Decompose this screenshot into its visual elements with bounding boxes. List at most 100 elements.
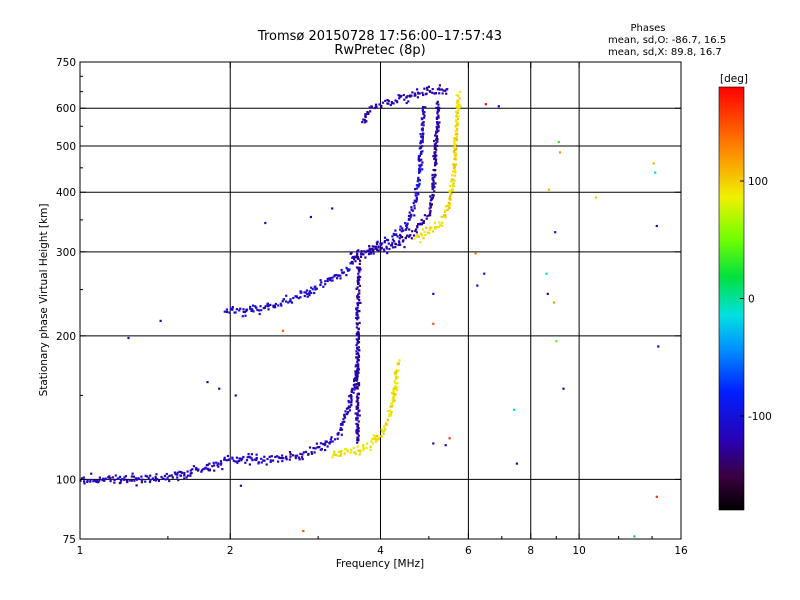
trace-point: [453, 166, 456, 169]
trace-point: [348, 395, 351, 398]
trace-point: [107, 476, 110, 479]
trace-point: [294, 457, 297, 460]
trace-point: [292, 454, 295, 457]
trace-point: [311, 288, 314, 291]
y-tick-label: 100: [56, 474, 76, 486]
trace-point: [345, 266, 348, 269]
trace-point: [280, 304, 283, 307]
trace-point: [448, 191, 452, 194]
trace-point: [294, 454, 297, 457]
trace-point: [389, 413, 392, 416]
trace-point: [328, 442, 331, 445]
trace-point: [289, 453, 292, 456]
trace-point: [399, 233, 402, 237]
trace-point: [354, 316, 358, 319]
trace-point: [231, 308, 234, 311]
trace-point: [231, 457, 234, 460]
trace-point: [348, 409, 351, 412]
trace-point: [171, 476, 174, 479]
trace-point: [331, 279, 334, 282]
trace-point: [386, 252, 389, 255]
trace-point: [314, 447, 317, 450]
trace-point: [189, 469, 192, 472]
trace-point: [374, 247, 377, 250]
trace-point: [404, 222, 407, 225]
trace-point: [423, 114, 426, 117]
trace-point: [391, 238, 395, 241]
scatter-point: [655, 224, 658, 228]
trace-point: [343, 413, 346, 416]
trace-point: [456, 99, 459, 102]
trace-point: [314, 285, 317, 288]
trace-point: [355, 307, 358, 310]
trace-point: [340, 423, 343, 426]
trace-point: [396, 235, 399, 238]
trace-point: [443, 210, 447, 213]
trace-point: [421, 128, 424, 131]
trace-point: [235, 460, 239, 463]
trace-point: [379, 242, 382, 245]
trace-point: [305, 289, 309, 292]
trace-point: [347, 407, 350, 410]
trace-point: [330, 279, 333, 282]
trace-point: [299, 290, 302, 293]
trace-point: [354, 370, 357, 373]
trace-point: [356, 441, 359, 444]
trace-point: [455, 124, 458, 127]
x-tick-label: 6: [465, 545, 472, 557]
trace-point: [339, 454, 342, 457]
trace-point: [381, 101, 385, 104]
trace-point: [422, 220, 425, 223]
trace-point: [367, 112, 370, 115]
trace-point: [356, 432, 359, 435]
trace-point: [428, 228, 431, 232]
trace-point: [134, 477, 137, 480]
trace-point: [422, 237, 425, 240]
trace-point: [449, 189, 452, 192]
trace-point: [377, 437, 380, 440]
trace-point: [281, 454, 284, 457]
trace-point: [440, 88, 444, 91]
trace-point: [433, 157, 436, 161]
trace-point: [345, 274, 348, 277]
trace-point: [444, 89, 447, 92]
trace-point: [356, 346, 359, 349]
trace-point: [201, 469, 204, 472]
trace-point: [279, 302, 282, 305]
trace-point: [422, 221, 425, 224]
trace-point: [455, 119, 458, 122]
trace-point: [371, 245, 374, 248]
trace-point: [397, 243, 400, 247]
trace-point: [89, 480, 92, 483]
trace-point: [255, 458, 258, 462]
trace-point: [119, 481, 122, 484]
trace-point: [340, 268, 343, 272]
trace-point: [349, 394, 352, 397]
trace-point: [415, 198, 418, 201]
trace-point: [411, 209, 414, 212]
trace-point: [407, 214, 411, 218]
trace-point: [163, 474, 166, 478]
echo-points: [79, 84, 660, 538]
trace-point: [299, 452, 302, 455]
trace-point: [434, 160, 437, 163]
trace-point: [331, 276, 334, 279]
trace-point: [429, 204, 432, 207]
trace-point: [297, 297, 300, 300]
trace-point: [364, 250, 368, 253]
trace-point: [263, 459, 266, 462]
trace-point: [347, 399, 350, 403]
trace-point: [94, 479, 97, 482]
trace-point: [372, 434, 375, 437]
trace-point: [452, 182, 455, 185]
trace-point: [355, 418, 358, 421]
trace-point: [437, 114, 440, 117]
scatter-point: [444, 444, 447, 447]
trace-point: [340, 428, 344, 431]
trace-point: [450, 180, 453, 183]
trace-point: [379, 248, 382, 251]
trace-point: [386, 410, 389, 413]
trace-point: [394, 372, 398, 375]
colorbar-tick-label: 100: [748, 176, 768, 188]
trace-point: [241, 315, 244, 318]
